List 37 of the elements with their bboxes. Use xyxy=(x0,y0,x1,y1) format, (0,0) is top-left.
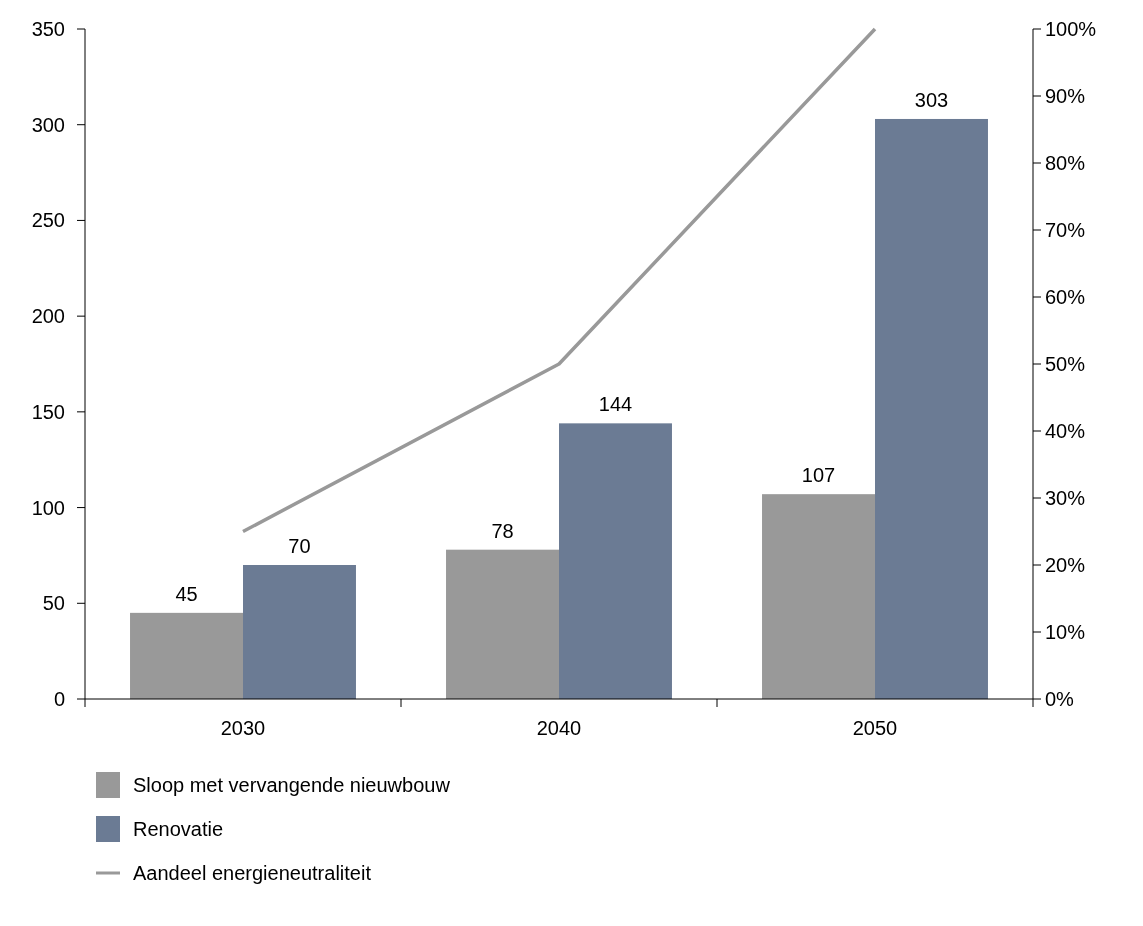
bar xyxy=(762,494,875,699)
x-tick-label: 2040 xyxy=(536,717,582,739)
y2-tick-label: 90% xyxy=(1045,85,1086,107)
y2-tick-label: 0% xyxy=(1045,688,1075,710)
y2-tick-label: 70% xyxy=(1045,219,1086,241)
legend-label: Renovatie xyxy=(133,818,224,840)
y-tick-label: 250 xyxy=(31,209,65,232)
y-tick-label: 300 xyxy=(31,113,65,136)
y2-tick-label: 50% xyxy=(1045,353,1086,375)
data-label: 107 xyxy=(801,464,836,487)
data-label: 303 xyxy=(914,88,949,111)
legend-label: Aandeel energieneutraliteit xyxy=(133,862,372,884)
y2-tick-label: 100% xyxy=(1045,18,1097,40)
y2-tick-label: 60% xyxy=(1045,286,1086,308)
bar xyxy=(446,549,559,699)
y2-tick-label: 30% xyxy=(1045,487,1086,509)
bar xyxy=(130,612,243,699)
bar xyxy=(243,565,356,699)
x-tick-label: 2050 xyxy=(852,717,898,739)
y2-tick-label: 40% xyxy=(1045,420,1086,442)
y2-tick-label: 20% xyxy=(1045,554,1086,576)
y-tick-label: 200 xyxy=(31,305,65,328)
y-tick-label: 50 xyxy=(42,592,65,615)
y-tick-label: 350 xyxy=(31,18,65,40)
x-tick-label: 2030 xyxy=(220,717,266,739)
y-tick-label: 150 xyxy=(31,400,65,423)
data-label: 78 xyxy=(491,519,514,542)
bar xyxy=(559,423,672,699)
data-label: 144 xyxy=(598,393,633,416)
bar xyxy=(875,118,988,699)
y2-tick-label: 10% xyxy=(1045,621,1086,643)
y-tick-label: 100 xyxy=(31,496,65,519)
y-tick-label: 0 xyxy=(53,688,65,710)
y2-tick-label: 80% xyxy=(1045,152,1086,174)
data-label: 70 xyxy=(288,535,311,557)
legend-label: Sloop met vervangende nieuwbouw xyxy=(133,774,451,796)
data-label: 45 xyxy=(175,582,198,605)
